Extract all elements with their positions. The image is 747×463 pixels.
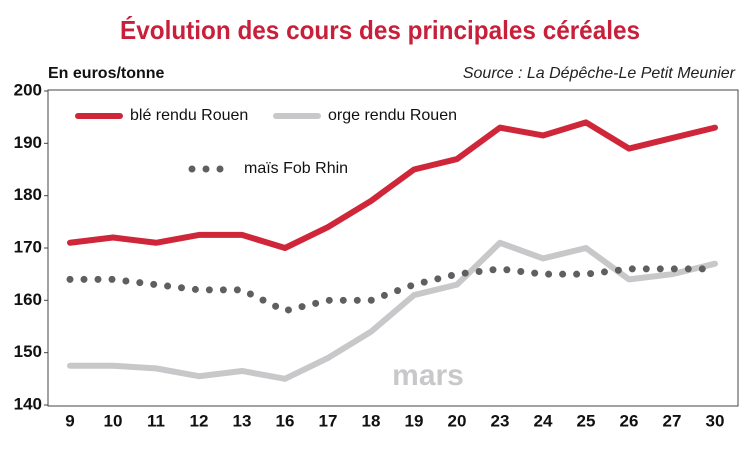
- legend-label: blé rendu Rouen: [130, 107, 248, 124]
- y-tick-label: 160: [14, 290, 42, 309]
- x-tick-label: 23: [491, 411, 510, 430]
- annotation: mars: [392, 359, 464, 392]
- x-tick-label: 30: [706, 411, 725, 430]
- x-tick-label: 27: [663, 411, 682, 430]
- y-axis-label: En euros/tonne: [48, 65, 165, 82]
- line-series: [67, 119, 718, 251]
- y-tick-label: 180: [14, 185, 42, 204]
- source: Source : La Dépêche-Le Petit Meunier: [463, 65, 736, 82]
- x-tick-label: 12: [190, 411, 209, 430]
- chart-title: Évolution des cours des principales céré…: [120, 15, 640, 45]
- y-tick-label: 200: [14, 80, 42, 99]
- line-series: [67, 239, 718, 382]
- x-tick-label: 19: [405, 411, 424, 430]
- x-tick-label: 20: [448, 411, 467, 430]
- y-tick-label: 170: [14, 237, 42, 256]
- x-tick-label: 16: [276, 411, 295, 430]
- legend-label: maïs Fob Rhin: [244, 160, 348, 177]
- x-tick-label: 17: [319, 411, 338, 430]
- y-tick-label: 140: [14, 394, 42, 413]
- line-series: [66, 265, 719, 315]
- x-tick-label: 25: [577, 411, 596, 430]
- y-tick-label: 150: [14, 342, 42, 361]
- legend-label: orge rendu Rouen: [328, 107, 457, 124]
- x-tick-label: 11: [147, 411, 165, 430]
- x-tick-label: 13: [233, 411, 252, 430]
- x-tick-label: 9: [65, 411, 74, 430]
- x-tick-label: 10: [104, 411, 123, 430]
- x-tick-label: 26: [620, 411, 639, 430]
- y-tick-label: 190: [14, 133, 42, 152]
- x-tick-label: 18: [362, 411, 381, 430]
- x-tick-label: 24: [534, 411, 553, 430]
